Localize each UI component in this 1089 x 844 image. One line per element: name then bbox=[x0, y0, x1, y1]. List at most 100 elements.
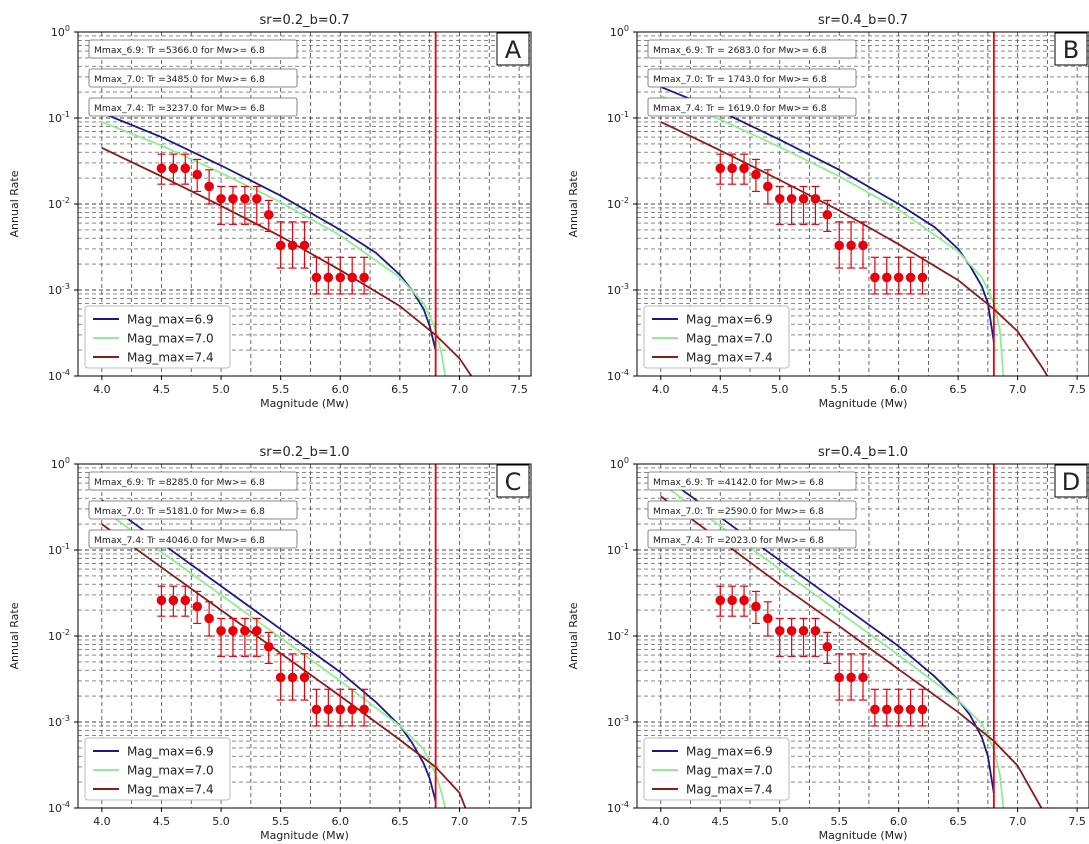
observed-point bbox=[347, 704, 357, 715]
chart-panel-c: 4.0 4.5 5.0 5.5 6.0 6.5 7.0 7.5 100 10-1 10-2 10-3 1… bbox=[8, 445, 532, 842]
x-tick-label: 6.5 bbox=[391, 815, 409, 828]
observed-point bbox=[715, 595, 726, 606]
observed-point bbox=[323, 272, 334, 283]
panel-letter-box bbox=[496, 464, 530, 498]
annotation-box bbox=[647, 529, 857, 549]
observed-point bbox=[263, 209, 274, 220]
legend-label: Mag_max=7.4 bbox=[127, 783, 214, 797]
observed-point bbox=[252, 625, 262, 636]
annotation-text: Mmax_7.4: Tr =2023.0 for Mw>= 6.8 bbox=[653, 535, 824, 546]
y-tick-label: 10-2 bbox=[607, 628, 629, 643]
annotation-text: Mmax_6.9: Tr =4142.0 for Mw>= 6.8 bbox=[653, 477, 824, 488]
x-tick-label: 6.5 bbox=[949, 815, 967, 828]
observed-point bbox=[870, 704, 880, 715]
annotation-box bbox=[647, 39, 857, 59]
y-axis-label: Annual Rate bbox=[8, 602, 21, 669]
x-tick-label: 7.5 bbox=[510, 815, 528, 828]
series-line-mag-max-6.9 bbox=[101, 111, 437, 351]
observed-points bbox=[715, 585, 928, 727]
x-tick-label: 7.0 bbox=[1009, 815, 1027, 828]
x-tick-label: 5.5 bbox=[830, 383, 848, 396]
legend-label: Mag_max=6.9 bbox=[127, 313, 214, 327]
observed-point bbox=[751, 601, 761, 612]
x-tick-label: 5.0 bbox=[771, 815, 789, 828]
x-tick-label: 4.0 bbox=[93, 815, 111, 828]
legend-label: Mag_max=7.0 bbox=[686, 764, 773, 778]
annotation-text: Mmax_6.9: Tr =8285.0 for Mw>= 6.8 bbox=[94, 477, 265, 488]
observed-point bbox=[323, 704, 334, 715]
observed-point bbox=[727, 163, 737, 174]
annotation-text: Mmax_7.0: Tr =5181.0 for Mw>= 6.8 bbox=[94, 506, 265, 517]
observed-point bbox=[810, 193, 821, 204]
legend bbox=[643, 305, 790, 369]
observed-point bbox=[881, 704, 892, 715]
observed-point bbox=[858, 672, 868, 683]
observed-point bbox=[287, 672, 298, 683]
observed-point bbox=[240, 193, 250, 204]
x-tick-label: 7.0 bbox=[1009, 383, 1027, 396]
y-tick-label: 10-1 bbox=[607, 542, 629, 557]
observed-point bbox=[168, 163, 179, 174]
annotation-text: Mmax_7.4: Tr =4046.0 for Mw>= 6.8 bbox=[94, 535, 265, 546]
observed-point bbox=[834, 672, 845, 683]
y-tick-label: 10-3 bbox=[607, 714, 629, 729]
observed-point bbox=[798, 193, 809, 204]
y-tick-label: 100 bbox=[51, 456, 70, 471]
x-tick-label: 7.5 bbox=[510, 383, 528, 396]
observed-point bbox=[905, 272, 916, 283]
observed-point bbox=[917, 272, 928, 283]
y-tick-label: 10-1 bbox=[48, 110, 70, 125]
annotation-box bbox=[647, 97, 857, 117]
observed-point bbox=[204, 613, 214, 624]
panel-letter-box bbox=[1054, 464, 1088, 498]
series-group bbox=[660, 86, 1049, 376]
chart-panel-a: 4.0 4.5 5.0 5.5 6.0 6.5 7.0 7.5 100 10-1 10-2 10-3 1… bbox=[8, 13, 532, 410]
y-tick-label: 10-4 bbox=[607, 800, 629, 815]
series-line-mag-max-6.9 bbox=[660, 86, 995, 342]
series-line-mag-max-7.0 bbox=[101, 508, 447, 808]
observed-point bbox=[180, 163, 191, 174]
observed-point bbox=[263, 641, 274, 652]
legend-label: Mag_max=7.0 bbox=[127, 764, 214, 778]
observed-point bbox=[893, 704, 904, 715]
observed-point bbox=[275, 240, 286, 251]
x-axis-label: Magnitude (Mw) bbox=[260, 829, 349, 842]
x-tick-label: 4.5 bbox=[712, 815, 730, 828]
annotation-text: Mmax_7.0: Tr =3485.0 for Mw>= 6.8 bbox=[94, 74, 265, 85]
y-axis-label: Annual Rate bbox=[567, 602, 580, 669]
x-tick-label: 6.0 bbox=[332, 815, 350, 828]
observed-point bbox=[275, 672, 286, 683]
y-tick-label: 10-3 bbox=[48, 282, 70, 297]
chart-title: sr=0.4_b=0.7 bbox=[818, 13, 908, 28]
observed-point bbox=[180, 595, 191, 606]
legend-label: Mag_max=6.9 bbox=[686, 313, 773, 327]
legend-label: Mag_max=6.9 bbox=[127, 745, 214, 759]
chart-title: sr=0.2_b=0.7 bbox=[259, 13, 349, 28]
x-tick-label: 6.5 bbox=[949, 383, 967, 396]
observed-point bbox=[216, 193, 226, 204]
y-tick-label: 10-3 bbox=[48, 714, 70, 729]
x-tick-label: 5.5 bbox=[830, 815, 848, 828]
observed-point bbox=[216, 625, 226, 636]
observed-point bbox=[905, 704, 916, 715]
observed-point bbox=[763, 181, 773, 192]
x-tick-label: 4.0 bbox=[652, 383, 670, 396]
legend bbox=[643, 737, 790, 801]
observed-point bbox=[156, 163, 167, 174]
annotation-box bbox=[647, 471, 857, 491]
panel-letter: C bbox=[505, 468, 522, 496]
series-line-mag-max-7.4 bbox=[660, 495, 1043, 808]
observed-point bbox=[822, 641, 833, 652]
chart-title: sr=0.2_b=1.0 bbox=[259, 445, 349, 460]
annotation-box bbox=[88, 471, 298, 491]
y-tick-label: 100 bbox=[610, 456, 629, 471]
annotation-box bbox=[88, 97, 298, 117]
observed-point bbox=[156, 595, 167, 606]
observed-point bbox=[786, 193, 797, 204]
annotation-box bbox=[88, 68, 298, 88]
observed-point bbox=[311, 704, 322, 715]
x-tick-label: 5.0 bbox=[212, 383, 230, 396]
y-tick-label: 10-1 bbox=[607, 110, 629, 125]
observed-point bbox=[774, 625, 785, 636]
